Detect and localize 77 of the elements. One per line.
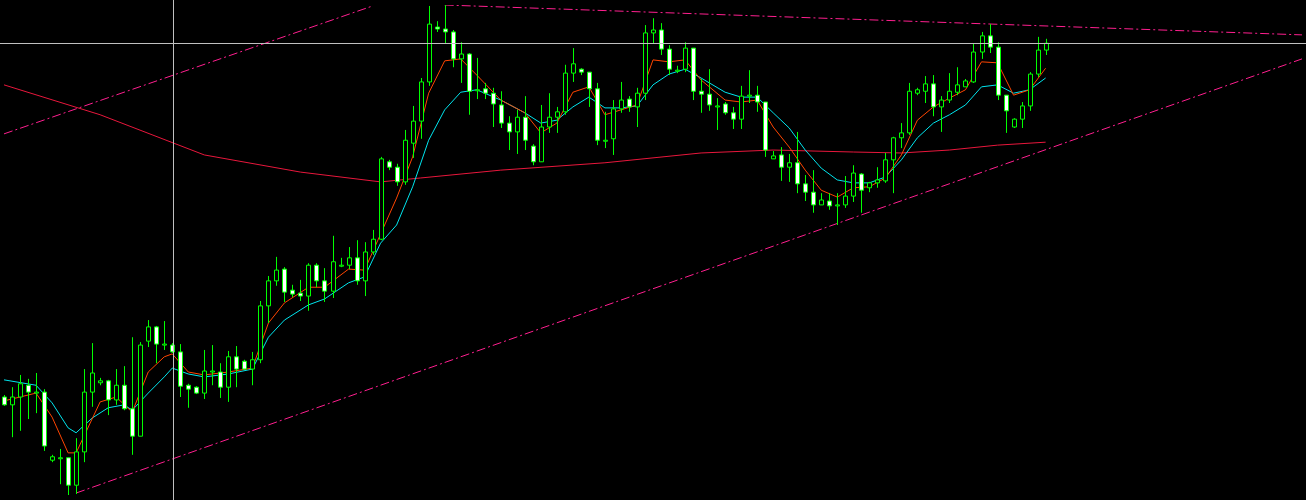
candlestick — [154, 325, 159, 364]
candlestick — [1004, 94, 1009, 134]
candlestick — [931, 74, 936, 117]
candlestick — [859, 172, 864, 214]
candlestick — [835, 192, 840, 226]
candlestick — [26, 378, 31, 420]
candlestick — [803, 174, 808, 202]
candlestick — [371, 229, 376, 256]
candlestick — [667, 44, 672, 76]
candlestick — [1020, 101, 1025, 129]
candlestick — [186, 383, 191, 409]
candlestick — [619, 81, 624, 114]
candlestick — [875, 166, 880, 189]
candlestick — [715, 97, 720, 131]
candlestick — [980, 31, 985, 60]
candlestick — [787, 153, 792, 183]
candlestick — [635, 87, 640, 128]
candlestick — [114, 368, 119, 406]
candlestick — [234, 345, 239, 388]
candlestick — [555, 106, 560, 134]
candlestick — [899, 122, 904, 149]
candlestick — [739, 85, 744, 130]
candlestick — [851, 164, 856, 203]
candlestick — [947, 72, 952, 104]
candlestick — [58, 448, 63, 485]
candlestick — [146, 319, 151, 348]
candlestick — [250, 351, 255, 386]
candlestick — [322, 267, 327, 303]
candlestick — [499, 90, 504, 129]
candlestick — [314, 262, 319, 288]
candlestick — [282, 266, 287, 303]
candlestick — [547, 92, 552, 134]
candlestick — [298, 279, 303, 302]
candlestick — [955, 66, 960, 96]
candlestick — [507, 115, 512, 151]
candlestick — [274, 256, 279, 287]
candlestick — [795, 131, 800, 194]
candlestick — [531, 143, 536, 166]
candlestick — [755, 85, 760, 113]
candlestick — [939, 95, 944, 133]
candlestick — [106, 379, 111, 416]
candlestick — [651, 17, 656, 44]
candlestick — [218, 362, 223, 399]
candlestick — [395, 163, 400, 187]
candlestick — [475, 57, 480, 100]
candlestick — [659, 22, 664, 56]
candlestick — [587, 71, 592, 108]
candlestick — [18, 374, 23, 432]
candlestick — [162, 320, 167, 351]
candlestick — [811, 169, 816, 214]
candlestick — [988, 23, 993, 54]
candlestick — [10, 386, 15, 438]
candlestick — [843, 175, 848, 209]
candlestick — [523, 95, 528, 151]
candlestick — [571, 47, 576, 83]
candlestick — [355, 239, 360, 286]
candlestick — [210, 344, 215, 386]
candlestick — [699, 78, 704, 114]
candlestick — [443, 4, 448, 44]
candlestick — [515, 109, 520, 155]
candlestick — [891, 136, 896, 194]
candlestick — [411, 105, 416, 159]
candlestick — [202, 349, 207, 400]
candlestick — [731, 106, 736, 130]
candlestick — [603, 111, 608, 149]
candlestick — [883, 152, 888, 184]
candlestick — [747, 69, 752, 104]
candlestick — [459, 41, 464, 84]
candlestick — [683, 41, 688, 73]
candlestick — [347, 246, 352, 270]
candlestick — [34, 372, 39, 414]
candlestick — [90, 342, 95, 408]
candlestick — [122, 365, 127, 411]
candlestick — [491, 87, 496, 128]
candlestick — [923, 75, 928, 104]
candlestick — [779, 146, 784, 182]
candlestick — [707, 68, 712, 112]
